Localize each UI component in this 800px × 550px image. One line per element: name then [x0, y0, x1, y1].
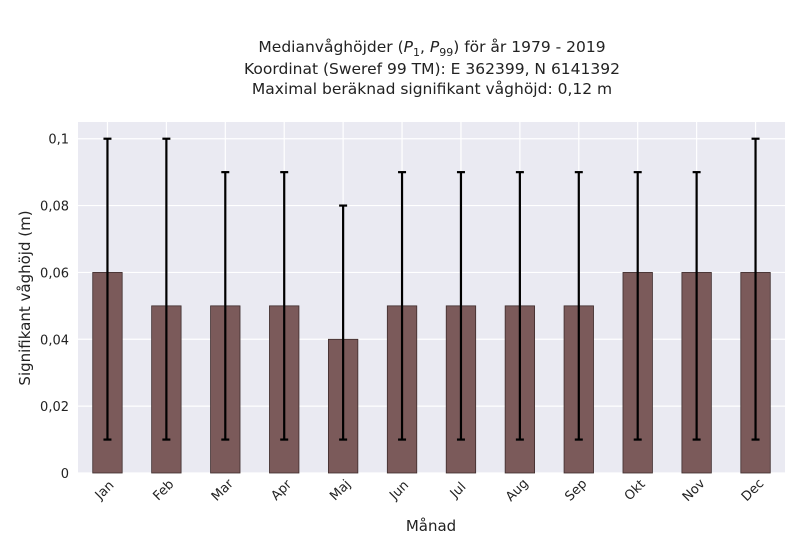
x-tick-label-feb: Feb: [150, 477, 177, 504]
x-tick-label-dec: Dec: [739, 476, 767, 504]
y-axis-ticks: 0 0,02 0,04 0,06 0,08 0,1: [40, 133, 69, 482]
y-tick-label: 0,06: [40, 266, 69, 281]
x-tick-label-jan: Jan: [92, 478, 117, 503]
title-line-1: Medianvåghöjder (P1, P99) för år 1979 - …: [258, 38, 605, 59]
y-tick-label: 0,04: [40, 333, 69, 348]
x-axis-ticks: Jan Feb Mar Apr Maj Jun Jul Aug Sep Okt Nov Dec: [92, 476, 767, 505]
error-bar-feb: [162, 137, 171, 441]
error-bar-maj: [339, 204, 348, 441]
error-bar-mar: [221, 171, 230, 441]
chart-title: Medianvåghöjder (P1, P99) för år 1979 - …: [244, 38, 620, 98]
y-tick-label: 0,08: [40, 200, 69, 215]
x-axis-label: Månad: [406, 517, 456, 535]
error-bar-jul: [456, 171, 465, 441]
plot-area: [78, 122, 785, 473]
error-bar-apr: [280, 171, 289, 441]
error-bars: [103, 137, 760, 441]
y-tick-label: 0: [61, 467, 69, 482]
x-tick-label-nov: Nov: [680, 476, 709, 505]
x-tick-label-maj: Maj: [327, 477, 354, 504]
x-tick-label-mar: Mar: [209, 476, 237, 504]
error-bar-nov: [692, 171, 701, 441]
title-line-2: Koordinat (Sweref 99 TM): E 362399, N 61…: [244, 60, 620, 78]
y-tick-label: 0,02: [40, 400, 69, 415]
y-tick-label: 0,1: [48, 133, 69, 148]
error-bar-aug: [515, 171, 524, 441]
error-bar-sep: [574, 171, 583, 441]
x-tick-label-apr: Apr: [268, 477, 295, 504]
y-axis-label: Signifikant våghöjd (m): [16, 210, 34, 385]
x-tick-label-aug: Aug: [503, 476, 532, 505]
x-tick-label-jul: Jul: [447, 480, 469, 502]
x-tick-label-okt: Okt: [622, 477, 649, 504]
error-bar-okt: [633, 171, 642, 441]
error-bar-dec: [751, 137, 760, 441]
x-tick-label-sep: Sep: [562, 477, 590, 505]
error-bar-jun: [398, 171, 407, 441]
x-tick-label-jun: Jun: [386, 478, 412, 504]
error-bar-jan: [103, 137, 112, 441]
title-line-3: Maximal beräknad signifikant våghöjd: 0,…: [252, 80, 612, 98]
